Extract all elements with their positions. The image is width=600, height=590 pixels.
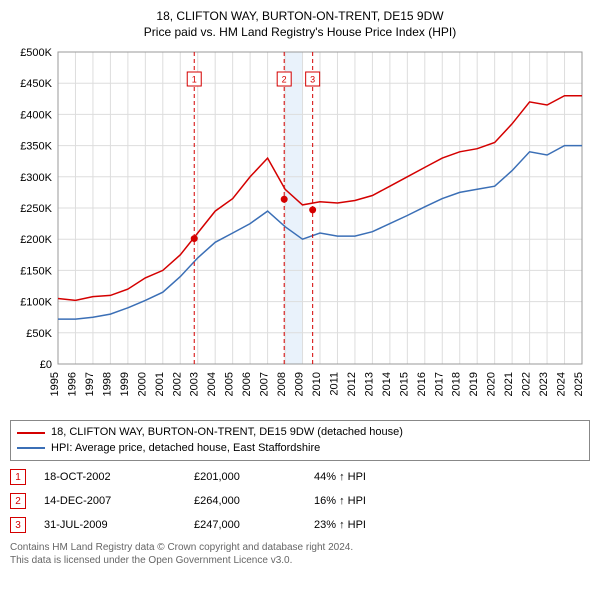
svg-text:£200K: £200K	[20, 235, 52, 247]
svg-text:2020: 2020	[486, 372, 498, 396]
transactions-table: 1 18-OCT-2002 £201,000 44% ↑ HPI 2 14-DE…	[10, 465, 590, 537]
svg-text:2019: 2019	[468, 372, 480, 396]
footer-line1: Contains HM Land Registry data © Crown c…	[10, 541, 590, 554]
transaction-row: 1 18-OCT-2002 £201,000 44% ↑ HPI	[10, 465, 590, 489]
svg-text:3: 3	[310, 75, 315, 85]
transaction-marker: 3	[10, 517, 26, 533]
svg-text:2: 2	[282, 75, 287, 85]
svg-text:£250K: £250K	[20, 203, 52, 215]
svg-text:2000: 2000	[136, 372, 148, 396]
transaction-row: 3 31-JUL-2009 £247,000 23% ↑ HPI	[10, 513, 590, 537]
legend: 18, CLIFTON WAY, BURTON-ON-TRENT, DE15 9…	[10, 420, 590, 461]
svg-text:2004: 2004	[206, 372, 218, 396]
svg-text:£100K: £100K	[20, 297, 52, 309]
svg-text:1998: 1998	[101, 372, 113, 396]
svg-text:£300K: £300K	[20, 172, 52, 184]
legend-label: 18, CLIFTON WAY, BURTON-ON-TRENT, DE15 9…	[51, 425, 403, 440]
svg-text:2002: 2002	[171, 372, 183, 396]
svg-text:£450K: £450K	[20, 79, 52, 91]
svg-text:2017: 2017	[433, 372, 445, 396]
title-line1: 18, CLIFTON WAY, BURTON-ON-TRENT, DE15 9…	[10, 8, 590, 24]
svg-text:1996: 1996	[66, 372, 78, 396]
svg-text:2021: 2021	[503, 372, 515, 396]
svg-text:1: 1	[192, 75, 197, 85]
svg-text:2005: 2005	[224, 372, 236, 396]
chart-container: 18, CLIFTON WAY, BURTON-ON-TRENT, DE15 9…	[0, 0, 600, 590]
svg-text:2010: 2010	[311, 372, 323, 396]
svg-text:2009: 2009	[294, 372, 306, 396]
svg-text:£500K: £500K	[20, 47, 52, 59]
svg-text:£0: £0	[40, 359, 52, 371]
title-block: 18, CLIFTON WAY, BURTON-ON-TRENT, DE15 9…	[10, 8, 590, 40]
svg-text:2012: 2012	[346, 372, 358, 396]
chart-svg: £0 £50K £100K £150K £200K £250K £300K £350K £400…	[10, 44, 590, 414]
svg-text:2013: 2013	[363, 372, 375, 396]
transaction-price: £247,000	[194, 519, 314, 531]
title-line2: Price paid vs. HM Land Registry's House …	[10, 24, 590, 40]
footer: Contains HM Land Registry data © Crown c…	[10, 541, 590, 567]
svg-text:2016: 2016	[416, 372, 428, 396]
legend-row-property: 18, CLIFTON WAY, BURTON-ON-TRENT, DE15 9…	[17, 425, 583, 440]
svg-text:1995: 1995	[49, 372, 61, 396]
svg-text:1999: 1999	[119, 372, 131, 396]
legend-row-hpi: HPI: Average price, detached house, East…	[17, 441, 583, 456]
svg-text:£400K: £400K	[20, 110, 52, 122]
svg-text:2024: 2024	[556, 372, 568, 396]
svg-text:2007: 2007	[259, 372, 271, 396]
svg-text:2015: 2015	[398, 372, 410, 396]
transaction-marker: 1	[10, 469, 26, 485]
svg-text:£50K: £50K	[26, 328, 52, 340]
footer-line2: This data is licensed under the Open Gov…	[10, 554, 590, 567]
legend-swatch	[17, 432, 45, 434]
transaction-date: 31-JUL-2009	[44, 519, 194, 531]
transaction-date: 18-OCT-2002	[44, 471, 194, 483]
svg-text:2025: 2025	[573, 372, 585, 396]
transaction-delta: 16% ↑ HPI	[314, 495, 366, 507]
transaction-price: £201,000	[194, 471, 314, 483]
svg-text:2003: 2003	[189, 372, 201, 396]
transaction-delta: 44% ↑ HPI	[314, 471, 366, 483]
legend-swatch	[17, 447, 45, 449]
transaction-delta: 23% ↑ HPI	[314, 519, 366, 531]
svg-text:2008: 2008	[276, 372, 288, 396]
svg-text:1997: 1997	[84, 372, 96, 396]
transaction-date: 14-DEC-2007	[44, 495, 194, 507]
svg-text:2023: 2023	[538, 372, 550, 396]
svg-text:2011: 2011	[328, 372, 340, 396]
svg-text:2022: 2022	[521, 372, 533, 396]
transaction-price: £264,000	[194, 495, 314, 507]
svg-text:2001: 2001	[154, 372, 166, 396]
svg-text:£150K: £150K	[20, 266, 52, 278]
svg-text:£350K: £350K	[20, 141, 52, 153]
svg-text:2006: 2006	[241, 372, 253, 396]
svg-text:2014: 2014	[381, 372, 393, 396]
transaction-marker: 2	[10, 493, 26, 509]
chart: £0 £50K £100K £150K £200K £250K £300K £350K £400…	[10, 44, 590, 414]
transaction-row: 2 14-DEC-2007 £264,000 16% ↑ HPI	[10, 489, 590, 513]
legend-label: HPI: Average price, detached house, East…	[51, 441, 320, 456]
svg-text:2018: 2018	[451, 372, 463, 396]
